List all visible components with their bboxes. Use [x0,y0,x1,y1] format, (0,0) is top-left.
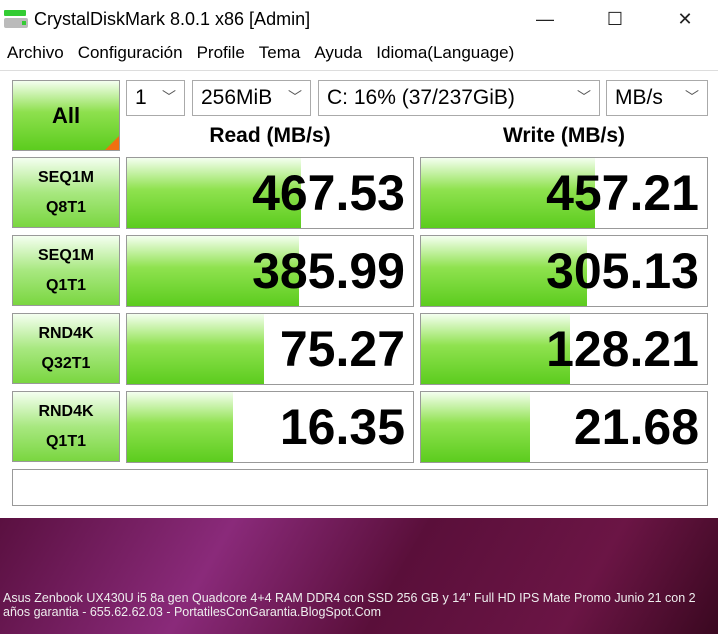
read-value: 385.99 [252,243,405,299]
read-value: 16.35 [279,399,405,455]
menu-idioma[interactable]: Idioma(Language) [376,43,515,62]
write-value: 128.21 [546,321,699,377]
test-button[interactable]: RND4K Q32T1 [12,313,120,384]
menu-configuracion[interactable]: Configuración [77,43,183,62]
test-name: RND4K [38,402,94,420]
test-button[interactable]: SEQ1M Q1T1 [12,235,120,306]
minimize-button[interactable]: — [536,8,554,29]
write-result: 128.21 [420,313,708,385]
read-result: 16.35 [126,391,414,463]
write-value: 457.21 [546,165,699,221]
maximize-button[interactable]: ☐ [606,8,624,29]
read-bar [127,314,265,384]
all-button[interactable]: All [12,80,120,151]
write-bar [421,314,570,384]
menu-bar: Archivo Configuración Profile Tema Ayuda… [0,38,718,68]
read-result: 75.27 [126,313,414,385]
test-params: Q1T1 [45,432,86,450]
all-label: All [51,102,81,128]
corner-triangle-icon [105,136,119,150]
read-value: 75.27 [279,321,405,377]
drive-value: C: 16% (37/237GiB) [327,86,515,109]
unit-select[interactable]: MB/s ﹀ [606,80,708,116]
write-value: 21.68 [573,399,699,455]
test-button[interactable]: SEQ1M Q8T1 [12,157,120,228]
desktop-wallpaper: Asus Zenbook UX430U i5 8a gen Quadcore 4… [0,518,718,634]
desktop-caption: Asus Zenbook UX430U i5 8a gen Quadcore 4… [3,591,696,619]
unit-value: MB/s [615,86,663,109]
write-bar [421,392,530,462]
read-bar [127,158,302,228]
menu-archivo[interactable]: Archivo [7,43,64,62]
chevron-down-icon: ﹀ [685,89,699,105]
window-title: CrystalDiskMark 8.0.1 x86 [Admin] [34,8,311,29]
test-params: Q1T1 [45,276,86,294]
app-disk-icon [4,8,30,30]
read-header: Read (MB/s) [209,124,331,147]
close-button[interactable]: ✕ [677,8,693,29]
count-value: 1 [135,86,147,109]
write-result: 305.13 [420,235,708,307]
write-header: Write (MB/s) [502,124,626,147]
chevron-down-icon: ﹀ [577,89,591,105]
write-value: 305.13 [546,243,699,299]
count-select[interactable]: 1 ﹀ [126,80,185,116]
size-select[interactable]: 256MiB ﹀ [192,80,311,116]
comment-input[interactable] [12,469,708,506]
menu-tema[interactable]: Tema [258,43,301,62]
chevron-down-icon: ﹀ [162,89,176,105]
menu-profile[interactable]: Profile [196,43,245,62]
read-value: 467.53 [252,165,405,221]
test-params: Q32T1 [41,354,91,372]
test-name: RND4K [38,324,94,342]
drive-select[interactable]: C: 16% (37/237GiB) ﹀ [318,80,600,116]
write-result: 21.68 [420,391,708,463]
test-params: Q8T1 [45,198,86,216]
title-bar: CrystalDiskMark 8.0.1 x86 [Admin] — ☐ ✕ [0,0,718,38]
menu-ayuda[interactable]: Ayuda [314,43,363,62]
test-name: SEQ1M [37,168,94,186]
read-result: 467.53 [126,157,414,229]
read-bar [127,392,233,462]
write-result: 457.21 [420,157,708,229]
read-result: 385.99 [126,235,414,307]
test-button[interactable]: RND4K Q1T1 [12,391,120,462]
read-bar [127,236,299,306]
size-value: 256MiB [201,86,273,109]
write-bar [421,236,587,306]
chevron-down-icon: ﹀ [288,89,302,105]
write-bar [421,158,596,228]
test-name: SEQ1M [37,246,94,264]
